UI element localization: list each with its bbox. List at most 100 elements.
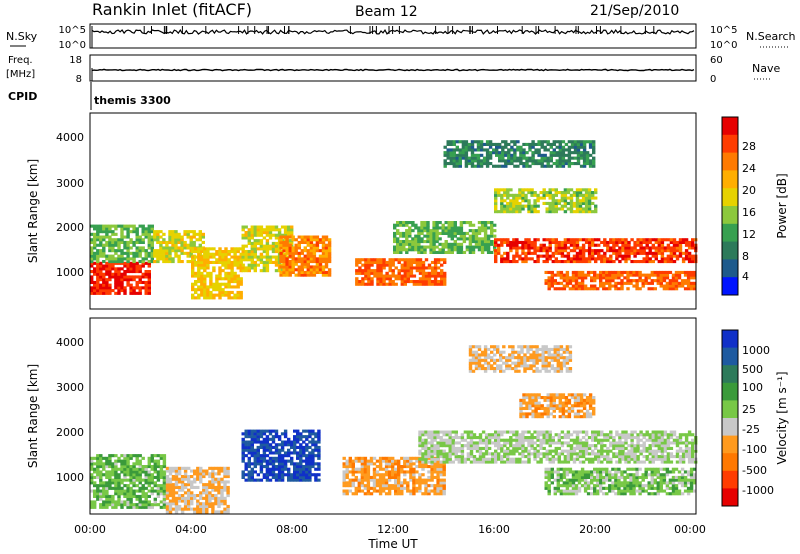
velocity-cell (153, 465, 157, 469)
velocity-cell (363, 470, 368, 474)
velocity-cell (433, 436, 437, 440)
power-cell (687, 240, 692, 244)
power-cell (645, 254, 649, 258)
power-cell (203, 247, 207, 251)
power-cell (324, 251, 329, 255)
power-cell (405, 229, 409, 233)
velocity-cell (144, 505, 148, 509)
velocity-cell (153, 500, 157, 504)
power-cell (543, 145, 547, 149)
power-cell (575, 246, 580, 250)
power-cell (665, 270, 670, 274)
velocity-cell (126, 473, 130, 477)
power-cell (539, 196, 543, 200)
velocity-cell (177, 477, 182, 481)
velocity-cell (512, 457, 516, 461)
power-cell (162, 240, 166, 244)
power-cell (605, 287, 609, 291)
velocity-cell (308, 454, 312, 458)
power-cell (624, 260, 628, 264)
velocity-cell (196, 499, 200, 503)
power-cell (418, 269, 423, 273)
power-cell (282, 260, 286, 264)
velocity-cell (268, 470, 273, 474)
power-cell (409, 263, 414, 267)
power-cell (93, 272, 97, 276)
power-cell (105, 286, 109, 290)
velocity-cell (159, 486, 164, 490)
power-cell (96, 251, 100, 255)
power-cell (138, 278, 142, 282)
power-cell (488, 151, 493, 155)
nsky-tick-bottom: 10^0 (59, 40, 86, 51)
power-cell (519, 156, 523, 160)
power-cell (215, 282, 219, 286)
velocity-cell (162, 481, 167, 485)
velocity-cell (268, 456, 273, 460)
velocity-cell (280, 456, 285, 460)
velocity-cell (214, 502, 218, 506)
power-cell (274, 269, 279, 273)
velocity-cell (202, 507, 206, 511)
velocity-cell (180, 480, 185, 484)
power-cell (599, 273, 603, 277)
power-cell (379, 274, 383, 278)
power-cell (686, 281, 691, 285)
velocity-cell (348, 465, 352, 469)
power-cell (239, 252, 243, 256)
velocity-cell (366, 462, 371, 466)
power-cell (450, 234, 454, 238)
velocity-cell (469, 438, 474, 442)
power-cell (138, 286, 142, 290)
velocity-cell (150, 475, 154, 479)
power-cell (324, 246, 329, 250)
power-cell (592, 159, 596, 163)
power-cell (324, 262, 329, 266)
power-cell (432, 250, 436, 254)
velocity-cell (174, 483, 179, 487)
velocity-cell (403, 481, 407, 485)
power-cell (135, 235, 139, 239)
power-cell (120, 260, 124, 264)
power-cell (108, 289, 112, 293)
velocity-cell (481, 460, 486, 464)
power-cell (647, 276, 651, 280)
power-cell (498, 156, 502, 160)
velocity-cell (397, 462, 401, 466)
velocity-cell (442, 462, 446, 466)
power-cell (506, 210, 510, 214)
velocity-cell (277, 465, 282, 469)
power-cell (312, 249, 317, 253)
power-cell (233, 252, 237, 256)
velocity-cell (205, 472, 209, 476)
power-cell (174, 254, 178, 258)
velocity-cell (436, 444, 440, 448)
power-cell (174, 238, 178, 242)
velocity-cell (409, 459, 413, 463)
velocity-cell (548, 433, 552, 437)
velocity-cell (250, 462, 254, 466)
velocity-cell (533, 430, 537, 434)
velocity-cell (366, 489, 371, 493)
power-cell (459, 223, 464, 227)
power-cell (554, 210, 558, 214)
power-cell (241, 228, 245, 232)
power-cell (551, 193, 555, 197)
power-cell (483, 231, 488, 235)
velocity-cell (533, 457, 537, 461)
power-cell (510, 159, 514, 163)
power-cell (197, 252, 201, 256)
velocity-cell (117, 500, 121, 504)
power-cell (671, 284, 676, 288)
velocity-cell (436, 492, 440, 496)
power-cell (129, 251, 133, 255)
power-cell (215, 280, 219, 284)
velocity-cell (259, 478, 264, 482)
velocity-cell (457, 457, 461, 461)
power-cell (542, 191, 546, 195)
power-cell (129, 286, 133, 290)
power-cell (672, 243, 677, 247)
velocity-cell (135, 503, 139, 507)
power-cell (447, 223, 451, 227)
power-cell (191, 266, 195, 270)
